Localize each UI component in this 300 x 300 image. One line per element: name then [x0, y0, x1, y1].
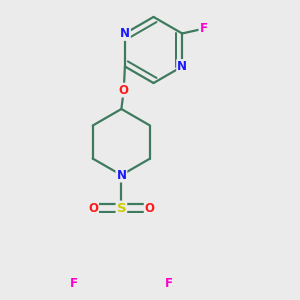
- Text: O: O: [145, 202, 155, 214]
- Text: N: N: [120, 27, 130, 40]
- Text: N: N: [177, 60, 187, 73]
- Text: S: S: [117, 202, 126, 214]
- Text: F: F: [165, 277, 173, 290]
- Text: F: F: [200, 22, 207, 35]
- Text: O: O: [88, 202, 98, 214]
- Text: F: F: [70, 277, 78, 290]
- Text: O: O: [119, 84, 129, 97]
- Text: N: N: [116, 169, 126, 182]
